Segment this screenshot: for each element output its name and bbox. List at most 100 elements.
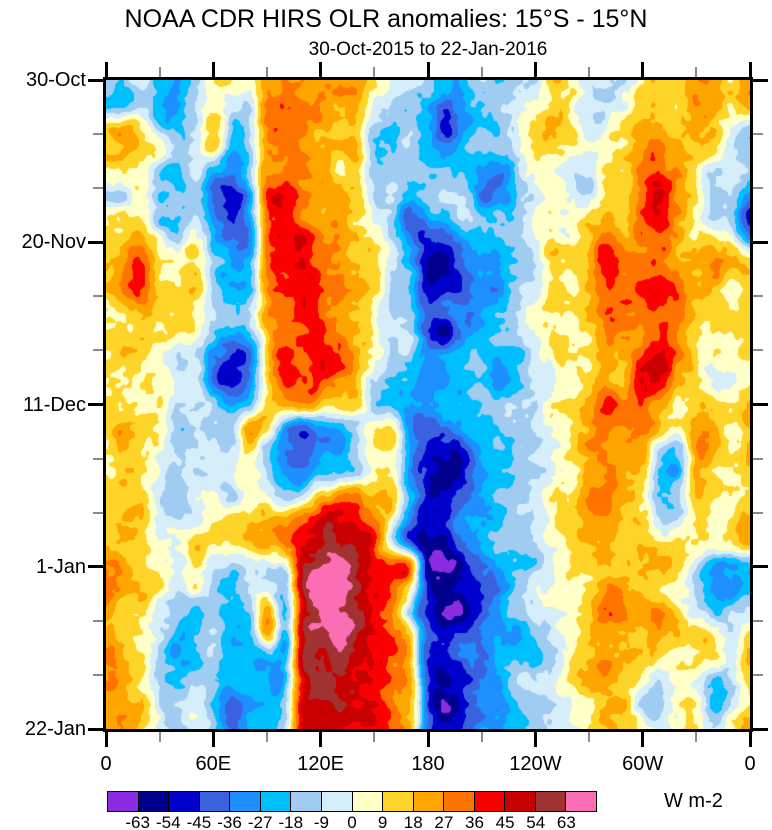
y-major-tick xyxy=(88,403,103,406)
colorbar-cell-1 xyxy=(137,791,170,812)
colorbar-tick-label: -18 xyxy=(278,813,304,830)
x-minor-tick xyxy=(588,732,590,742)
figure-title: NOAA CDR HIRS OLR anomalies: 15°S - 15°N xyxy=(124,5,648,33)
y-tick-label: 30-Oct xyxy=(25,69,86,91)
y-minor-tick xyxy=(93,511,103,514)
x-minor-tick xyxy=(480,732,483,742)
colorbar-tick-label: 18 xyxy=(403,813,423,830)
colorbar-cell-15 xyxy=(565,791,597,812)
colorbar-cell-8 xyxy=(351,791,384,812)
y-minor-tick xyxy=(93,349,103,352)
x-major-tick xyxy=(641,732,645,747)
colorbar-cell-0 xyxy=(107,791,139,812)
y-minor-tick xyxy=(753,349,763,352)
x-major-tick xyxy=(104,62,108,77)
x-minor-tick xyxy=(158,732,161,742)
x-minor-tick xyxy=(695,67,698,77)
y-minor-tick xyxy=(753,673,763,676)
colorbar-tick-label: -9 xyxy=(313,813,329,830)
y-major-tick xyxy=(88,727,103,731)
colorbar-tick-label: 45 xyxy=(495,813,515,830)
y-minor-tick xyxy=(93,295,103,298)
x-minor-tick xyxy=(695,732,698,742)
colorbar-cell-13 xyxy=(504,791,536,812)
y-minor-tick xyxy=(93,619,103,622)
colorbar-cell-6 xyxy=(290,791,322,812)
x-major-tick xyxy=(533,732,537,747)
colorbar-tick-label: 54 xyxy=(526,813,546,830)
y-minor-tick xyxy=(93,457,103,460)
x-minor-tick xyxy=(480,67,483,77)
y-minor-tick xyxy=(93,133,103,136)
y-major-tick xyxy=(753,565,768,569)
colorbar-tick-label: -27 xyxy=(247,813,273,830)
y-tick-label: 20-Nov xyxy=(21,231,86,254)
x-major-tick xyxy=(211,732,215,747)
y-minor-tick xyxy=(753,295,763,298)
x-major-tick xyxy=(319,62,323,77)
colorbar-cell-12 xyxy=(473,791,506,812)
colorbar-cell-5 xyxy=(259,791,292,812)
y-major-tick xyxy=(88,565,103,569)
y-major-tick xyxy=(753,78,768,82)
x-minor-tick xyxy=(266,732,268,742)
x-tick-label: 120W xyxy=(509,753,562,775)
x-tick-label: 180 xyxy=(411,753,445,775)
x-major-tick xyxy=(748,732,752,747)
colorbar-tick-label: -36 xyxy=(217,813,242,830)
x-tick-label: 0 xyxy=(100,753,112,775)
x-tick-label: 60W xyxy=(622,753,664,775)
colorbar-cell-4 xyxy=(229,791,261,812)
x-minor-tick xyxy=(373,67,376,77)
figure-subtitle: 30-Oct-2015 to 22-Jan-2016 xyxy=(308,39,548,60)
colorbar-tick-label: -45 xyxy=(186,813,212,830)
y-major-tick xyxy=(88,240,103,244)
colorbar-tick-label: -54 xyxy=(155,813,181,830)
x-major-tick xyxy=(641,62,645,77)
colorbar-cell-14 xyxy=(534,791,567,812)
colorbar-tick-label: 0 xyxy=(347,813,357,830)
y-minor-tick xyxy=(753,619,763,622)
x-major-tick xyxy=(533,62,537,77)
colorbar-tick-label: 27 xyxy=(434,813,454,830)
colorbar-cell-11 xyxy=(443,791,475,812)
y-minor-tick xyxy=(93,673,103,676)
y-minor-tick xyxy=(753,187,763,190)
x-tick-label: 0 xyxy=(744,753,756,775)
colorbar-cell-7 xyxy=(320,791,353,812)
y-tick-label: 1-Jan xyxy=(35,555,86,578)
x-major-tick xyxy=(748,62,752,77)
x-tick-label: 60E xyxy=(195,753,232,775)
y-tick-label: 22-Jan xyxy=(24,718,86,740)
y-minor-tick xyxy=(753,133,763,136)
y-major-tick xyxy=(753,240,768,244)
x-major-tick xyxy=(426,732,430,747)
x-major-tick xyxy=(211,62,215,77)
y-major-tick xyxy=(753,403,768,406)
x-minor-tick xyxy=(588,67,590,77)
y-major-tick xyxy=(88,78,103,82)
colorbar-cell-10 xyxy=(412,791,445,812)
y-minor-tick xyxy=(753,511,763,514)
heatmap-canvas xyxy=(106,80,750,729)
colorbar-tick-label: 9 xyxy=(377,813,388,830)
x-tick-label: 120E xyxy=(297,753,345,775)
y-minor-tick xyxy=(753,457,763,460)
y-major-tick xyxy=(753,727,768,731)
colorbar-cell-2 xyxy=(168,791,200,812)
x-minor-tick xyxy=(158,67,161,77)
plot-frame xyxy=(103,77,753,732)
colorbar xyxy=(107,791,597,812)
y-tick-label: 11-Dec xyxy=(23,393,86,416)
x-major-tick xyxy=(426,62,430,77)
colorbar-cell-9 xyxy=(382,791,414,812)
units-label: W m-2 xyxy=(664,790,723,812)
colorbar-tick-label: -63 xyxy=(125,813,150,830)
y-minor-tick xyxy=(93,187,103,190)
x-major-tick xyxy=(319,732,323,747)
x-minor-tick xyxy=(266,67,268,77)
colorbar-tick-label: 63 xyxy=(556,813,576,830)
colorbar-cell-3 xyxy=(198,791,231,812)
x-major-tick xyxy=(104,732,108,747)
